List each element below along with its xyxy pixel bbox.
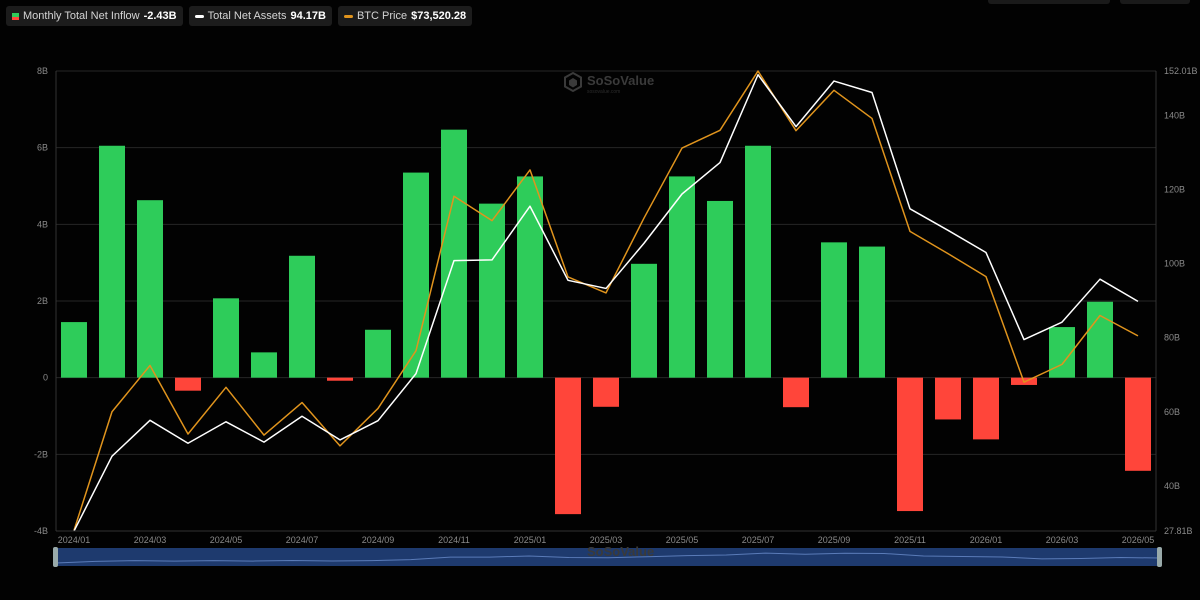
btc-price-line	[73, 70, 1139, 531]
right-axis-tick-label: 100B	[1164, 259, 1185, 269]
net-assets-line	[73, 73, 1139, 532]
bar-2025-06	[707, 200, 733, 378]
bar-2025-03	[593, 377, 619, 407]
navigator-series	[55, 552, 1161, 564]
bar-2024-04	[175, 377, 201, 391]
legend-item-net-inflow[interactable]: Monthly Total Net Inflow -2.43B	[6, 6, 183, 26]
x-axis-tick-label: 2024/07	[286, 535, 319, 545]
bar-2025-11	[897, 377, 923, 512]
watermark-logo: SoSoValue sosovalue.com	[564, 71, 654, 95]
bar-2025-07	[745, 145, 771, 378]
legend-label: Total Net Assets	[207, 10, 287, 22]
x-axis-tick-label: 2024/11	[438, 535, 470, 545]
bar-series	[61, 129, 1151, 515]
legend-label: BTC Price	[356, 10, 408, 22]
bar-2024-08	[327, 377, 353, 381]
bar-2024-01	[61, 322, 87, 378]
x-axis-tick-label: 2026/05	[1122, 535, 1155, 545]
left-axis-tick-label: -4B	[34, 526, 48, 536]
x-axis: 2024/01 2024/03 2024/05 2024/07 2024/09 2024/…	[56, 530, 1156, 545]
x-axis-tick-label: 2024/09	[362, 535, 395, 545]
bar-2024-06	[251, 352, 277, 378]
right-axis-tick-label: 140B	[1164, 110, 1185, 120]
bar-2024-11	[441, 129, 467, 378]
bar-2024-09	[365, 329, 391, 378]
bar-2025-10	[859, 246, 885, 378]
right-axis: 152.01B 140B 120B 100B 80B 60B 40B 27.81B	[1155, 66, 1198, 536]
navigator-watermark: SoSoValue	[587, 544, 654, 559]
right-axis-tick-label: 80B	[1164, 333, 1180, 343]
navigator-right-handle	[1157, 547, 1162, 567]
legend-value: -2.43B	[143, 10, 177, 22]
watermark-brand: SoSoValue	[587, 73, 654, 88]
bar-2026-04	[1087, 301, 1113, 378]
x-axis-tick-label: 2024/03	[134, 535, 167, 545]
x-axis-tick-label: 2025/01	[514, 535, 547, 545]
legend-value: 94.17B	[290, 10, 326, 22]
bar-2024-05	[213, 298, 239, 378]
bar-2025-09	[821, 242, 847, 378]
bar-2024-07	[289, 255, 315, 378]
x-axis-tick-label: 2025/11	[894, 535, 926, 545]
bar-2025-01	[517, 176, 543, 378]
right-axis-tick-label: 60B	[1164, 407, 1180, 417]
bar-2026-05	[1125, 377, 1151, 471]
navigator-left-handle	[53, 547, 58, 567]
left-axis-tick-label: -2B	[34, 449, 48, 459]
watermark-sub: sosovalue.com	[587, 89, 620, 95]
legend-value: $73,520.28	[411, 10, 467, 22]
x-axis-tick-label: 2025/07	[742, 535, 775, 545]
x-axis-tick-label: 2024/01	[58, 535, 91, 545]
bar-2025-08	[783, 377, 809, 408]
x-axis-tick-label: 2026/01	[970, 535, 1003, 545]
left-axis-tick-label: 4B	[37, 219, 48, 229]
bar-2024-10	[403, 172, 429, 378]
x-axis-tick-label: 2025/09	[818, 535, 851, 545]
bar-2024-03	[137, 200, 163, 378]
bar-swatch-icon	[12, 12, 19, 20]
legend-item-btc-price[interactable]: BTC Price $73,520.28	[337, 6, 473, 26]
bar-2025-02	[555, 377, 581, 515]
legend-label: Monthly Total Net Inflow	[23, 10, 140, 22]
range-navigator[interactable]: SoSoValue	[53, 544, 1162, 567]
x-axis-tick-label: 2026/03	[1046, 535, 1079, 545]
bar-2026-01	[973, 377, 999, 440]
toolbar-tab[interactable]	[1120, 0, 1190, 4]
line-swatch-icon	[194, 14, 204, 18]
line-swatch-icon	[343, 14, 353, 18]
bar-2025-05	[669, 176, 695, 378]
right-axis-tick-label: 152.01B	[1164, 66, 1198, 76]
x-axis-tick-label: 2025/03	[590, 535, 623, 545]
left-axis-tick-label: 8B	[37, 66, 48, 76]
toolbar-tab[interactable]	[988, 0, 1110, 4]
bar-2025-04	[631, 263, 657, 378]
x-axis-tick-label: 2025/05	[666, 535, 699, 545]
line-series	[73, 70, 1139, 532]
bar-2024-12	[479, 203, 505, 378]
left-axis-tick-label: 6B	[37, 143, 48, 153]
bar-2025-12	[935, 377, 961, 420]
x-axis-tick-label: 2024/05	[210, 535, 243, 545]
sosovalue-logo-icon	[564, 71, 582, 93]
left-axis: 8B 6B 4B 2B 0 -2B -4B	[34, 66, 57, 536]
right-axis-tick-label: 120B	[1164, 185, 1185, 195]
right-axis-tick-label: 27.81B	[1164, 526, 1193, 536]
right-axis-tick-label: 40B	[1164, 481, 1180, 491]
bar-2024-02	[99, 145, 125, 378]
left-axis-tick-label: 2B	[37, 296, 48, 306]
chart-legend: Monthly Total Net Inflow -2.43B Total Ne…	[6, 6, 473, 26]
left-axis-tick-label: 0	[43, 373, 48, 383]
legend-item-net-assets[interactable]: Total Net Assets 94.17B	[188, 6, 332, 26]
